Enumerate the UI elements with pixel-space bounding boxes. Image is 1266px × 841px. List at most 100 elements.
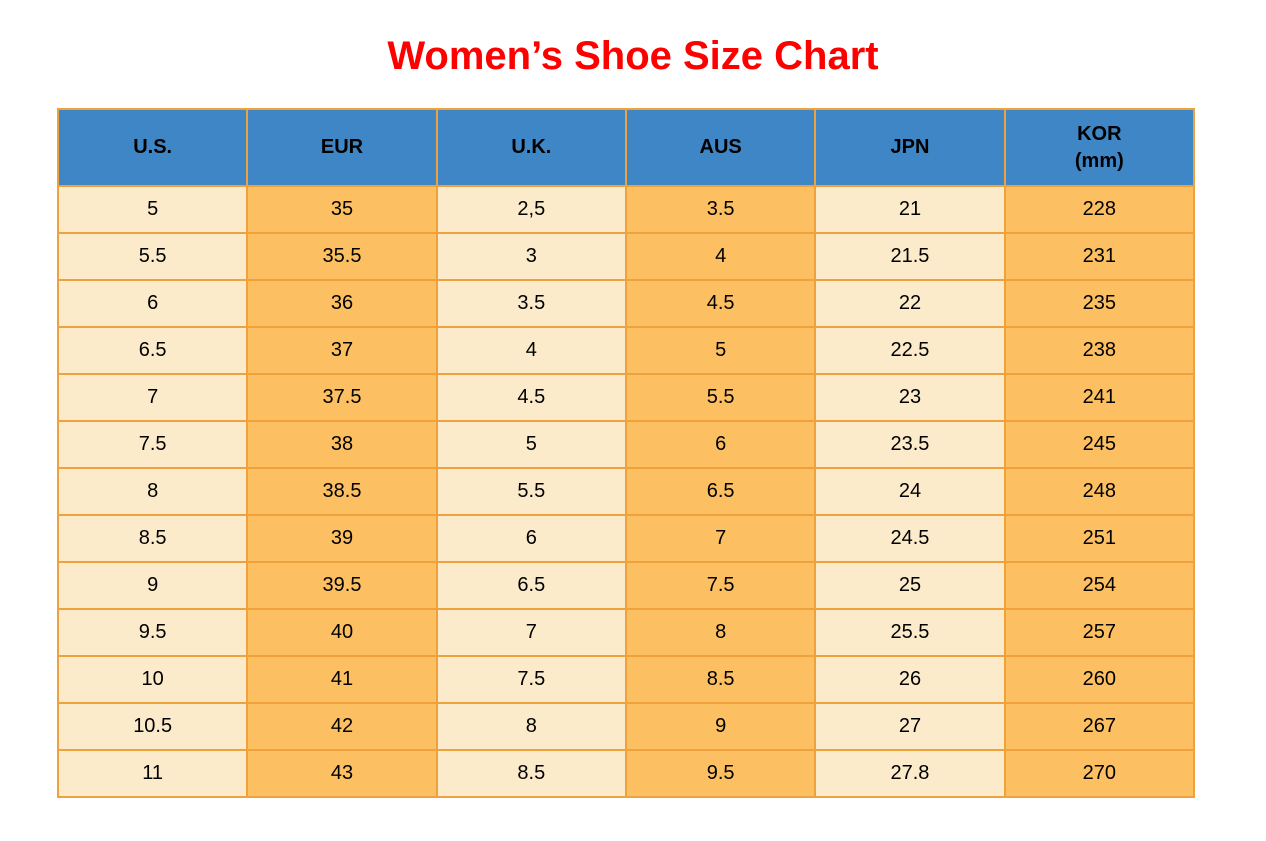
header-row: U.S. EUR U.K. AUS JPN KOR (mm)	[56, 108, 1196, 187]
table-row: 6.5 37 4 5 22.5 238	[56, 326, 1196, 375]
page-title: Women’s Shoe Size Chart	[387, 34, 879, 78]
table-cell-aus: 9.5	[624, 749, 817, 798]
table-row: 6 36 3.5 4.5 22 235	[56, 279, 1196, 328]
table-cell-kor: 251	[1003, 514, 1196, 563]
table-row: 5.5 35.5 3 4 21.5 231	[56, 232, 1196, 281]
table-row: 7 37.5 4.5 5.5 23 241	[56, 373, 1196, 422]
table-cell-us: 5	[56, 185, 249, 234]
table-cell-jpn: 21.5	[814, 232, 1006, 281]
column-header-jpn: JPN	[814, 108, 1006, 187]
table-cell-uk: 7	[435, 608, 627, 657]
column-header-aus: AUS	[624, 108, 817, 187]
table-cell-kor: 245	[1003, 420, 1196, 469]
table-cell-uk: 3	[435, 232, 627, 281]
table-cell-jpn: 25	[814, 561, 1006, 610]
table-row: 8.5 39 6 7 24.5 251	[56, 514, 1196, 563]
table-cell-eur: 37.5	[246, 373, 438, 422]
table-cell-eur: 37	[246, 326, 438, 375]
table-row: 9 39.5 6.5 7.5 25 254	[56, 561, 1196, 610]
table-cell-aus: 8.5	[624, 655, 817, 704]
table-cell-us: 9.5	[56, 608, 249, 657]
table-cell-jpn: 24	[814, 467, 1006, 516]
table-row: 8 38.5 5.5 6.5 24 248	[56, 467, 1196, 516]
table-row: 11 43 8.5 9.5 27.8 270	[56, 749, 1196, 798]
table-row: 10 41 7.5 8.5 26 260	[56, 655, 1196, 704]
table-cell-us: 8.5	[56, 514, 249, 563]
table-cell-kor: 257	[1003, 608, 1196, 657]
table-cell-us: 10	[56, 655, 249, 704]
table-cell-aus: 6.5	[624, 467, 817, 516]
table-cell-eur: 39.5	[246, 561, 438, 610]
table-cell-us: 8	[56, 467, 249, 516]
table-cell-eur: 38.5	[246, 467, 438, 516]
table-cell-us: 9	[56, 561, 249, 610]
table-cell-kor: 260	[1003, 655, 1196, 704]
shoe-size-table: U.S. EUR U.K. AUS JPN KOR (mm) 5 35 2,5 3.5 21 228…	[56, 108, 1196, 798]
column-header-us: U.S.	[56, 108, 249, 187]
table-cell-aus: 4	[624, 232, 817, 281]
table-cell-kor: 238	[1003, 326, 1196, 375]
table-cell-kor: 228	[1003, 185, 1196, 234]
table-cell-eur: 35	[246, 185, 438, 234]
table-cell-aus: 8	[624, 608, 817, 657]
column-header-eur: EUR	[246, 108, 438, 187]
table-cell-uk: 2,5	[435, 185, 627, 234]
table-cell-jpn: 27	[814, 702, 1006, 751]
table-cell-jpn: 25.5	[814, 608, 1006, 657]
table-cell-uk: 5.5	[435, 467, 627, 516]
table-cell-uk: 4.5	[435, 373, 627, 422]
table-cell-uk: 8	[435, 702, 627, 751]
table-cell-us: 5.5	[56, 232, 249, 281]
table-row: 5 35 2,5 3.5 21 228	[56, 185, 1196, 234]
table-row: 9.5 40 7 8 25.5 257	[56, 608, 1196, 657]
table-cell-jpn: 22	[814, 279, 1006, 328]
table-cell-uk: 5	[435, 420, 627, 469]
table-cell-kor: 267	[1003, 702, 1196, 751]
table-header: U.S. EUR U.K. AUS JPN KOR (mm)	[56, 108, 1196, 187]
table-cell-eur: 36	[246, 279, 438, 328]
table-cell-uk: 4	[435, 326, 627, 375]
table-cell-jpn: 24.5	[814, 514, 1006, 563]
table-cell-eur: 41	[246, 655, 438, 704]
table-cell-aus: 5	[624, 326, 817, 375]
table-cell-uk: 8.5	[435, 749, 627, 798]
table-cell-kor: 231	[1003, 232, 1196, 281]
table-cell-jpn: 26	[814, 655, 1006, 704]
table-cell-aus: 7	[624, 514, 817, 563]
table-cell-aus: 9	[624, 702, 817, 751]
table-cell-us: 10.5	[56, 702, 249, 751]
table-cell-jpn: 27.8	[814, 749, 1006, 798]
table-cell-eur: 39	[246, 514, 438, 563]
table-cell-jpn: 23.5	[814, 420, 1006, 469]
table-cell-us: 6	[56, 279, 249, 328]
table-cell-kor: 241	[1003, 373, 1196, 422]
table-cell-us: 6.5	[56, 326, 249, 375]
table-cell-us: 7	[56, 373, 249, 422]
table-cell-kor: 270	[1003, 749, 1196, 798]
table-cell-kor: 248	[1003, 467, 1196, 516]
table-cell-eur: 38	[246, 420, 438, 469]
table-cell-uk: 6	[435, 514, 627, 563]
table-cell-kor: 235	[1003, 279, 1196, 328]
table-cell-jpn: 22.5	[814, 326, 1006, 375]
table-cell-aus: 4.5	[624, 279, 817, 328]
column-header-kor: KOR (mm)	[1003, 108, 1196, 187]
table-body: 5 35 2,5 3.5 21 228 5.5 35.5 3 4 21.5 231 6 36 3.5 4.5 2…	[56, 185, 1196, 798]
table-cell-eur: 42	[246, 702, 438, 751]
table-cell-eur: 43	[246, 749, 438, 798]
table-cell-us: 11	[56, 749, 249, 798]
table-cell-aus: 6	[624, 420, 817, 469]
table-cell-uk: 6.5	[435, 561, 627, 610]
table-row: 10.5 42 8 9 27 267	[56, 702, 1196, 751]
table-cell-kor: 254	[1003, 561, 1196, 610]
table-cell-jpn: 23	[814, 373, 1006, 422]
table-cell-aus: 3.5	[624, 185, 817, 234]
table-cell-jpn: 21	[814, 185, 1006, 234]
table-cell-uk: 3.5	[435, 279, 627, 328]
table-cell-eur: 40	[246, 608, 438, 657]
table-cell-aus: 7.5	[624, 561, 817, 610]
table-cell-us: 7.5	[56, 420, 249, 469]
column-header-uk: U.K.	[435, 108, 627, 187]
table-row: 7.5 38 5 6 23.5 245	[56, 420, 1196, 469]
